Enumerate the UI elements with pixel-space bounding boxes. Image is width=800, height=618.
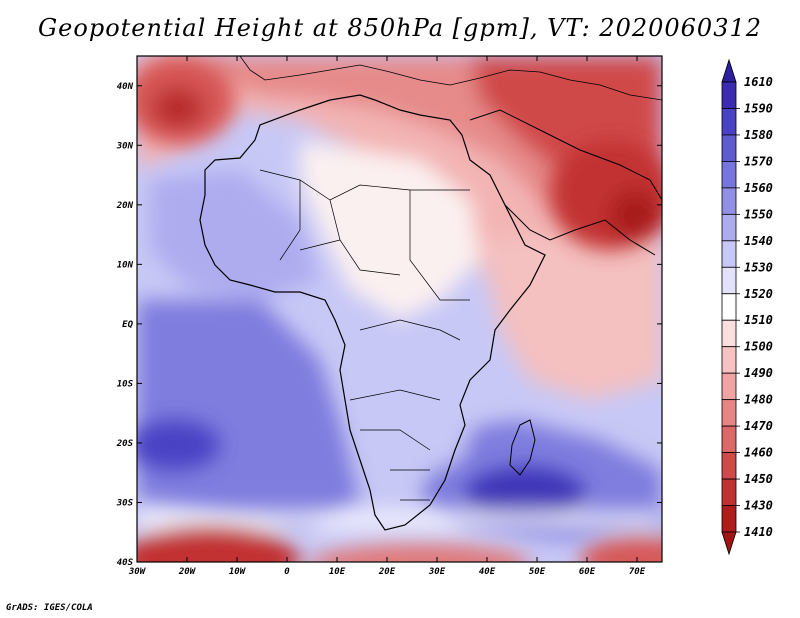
- high-arabia-core: [610, 190, 660, 240]
- lon-tick-label: 0: [284, 567, 290, 577]
- colorbar-top-arrow: [721, 58, 737, 83]
- lon-tick-label: 50E: [529, 567, 546, 577]
- region-west-africa: [150, 170, 320, 300]
- lon-tick-label: 20W: [178, 567, 197, 577]
- lon-tick-label: 40E: [479, 567, 496, 577]
- lat-tick-label: 10N: [117, 260, 134, 270]
- region-south-atlantic: [137, 300, 360, 530]
- southern-ocean-white: [137, 510, 662, 530]
- colorbar-label: 1520: [744, 287, 773, 301]
- colorbar-label: 1560: [744, 181, 773, 195]
- colorbar-label: 1480: [744, 393, 773, 407]
- colorbar-swatch: [721, 425, 737, 453]
- lon-tick-label: 70E: [629, 567, 646, 577]
- colorbar-swatch: [721, 372, 737, 401]
- colorbar-label: 1430: [744, 499, 773, 513]
- colorbar-label: 1530: [744, 260, 773, 274]
- lon-tick-label: 60E: [579, 567, 596, 577]
- region-central-cool: [340, 330, 480, 480]
- colorbar-label: 1500: [744, 340, 773, 354]
- colorbar-label: 1460: [744, 446, 773, 460]
- height-field: [137, 56, 662, 562]
- lon-tick-label: 30W: [128, 567, 147, 577]
- colorbar-swatch: [721, 399, 737, 427]
- colorbar-swatch: [721, 505, 737, 533]
- colorbar-swatch: [721, 478, 737, 506]
- high-south-central: [311, 543, 529, 562]
- europe-coastline: [239, 56, 662, 101]
- latitude-axis: 40N 30N 20N 10N EQ 10S 20S 30S 40S: [116, 82, 662, 568]
- colorbar-label: 1450: [744, 472, 773, 486]
- colorbar-label: 1510: [744, 313, 773, 327]
- colorbar-swatch: [721, 293, 737, 321]
- colorbar-label: 1470: [744, 419, 773, 433]
- lat-tick-label: 20S: [116, 439, 134, 449]
- madagascar: [509, 419, 536, 476]
- colorbar-swatch: [721, 266, 737, 295]
- low-madagascar-east: [465, 467, 585, 523]
- colorbar-swatch: [721, 187, 737, 215]
- colorbar-label: 1490: [744, 366, 773, 380]
- colorbar-swatch: [721, 81, 737, 109]
- colorbar-label: 1550: [744, 207, 773, 221]
- lat-tick-label: 40S: [117, 558, 134, 568]
- lat-tick-label: 10S: [117, 379, 134, 389]
- lat-tick-label: EQ: [122, 320, 133, 330]
- colorbar-swatch: [721, 108, 737, 136]
- colorbar-label: 1580: [744, 128, 773, 142]
- high-south-west: [137, 525, 300, 562]
- arabia-coastline: [469, 109, 662, 256]
- region-indian-ocean: [480, 230, 662, 400]
- lat-tick-label: 30S: [116, 498, 134, 508]
- grads-credit: GrADS: IGES/COLA: [6, 603, 93, 613]
- lat-tick-label: 20N: [116, 201, 134, 211]
- colorbar-swatch: [721, 319, 737, 348]
- colorbar-label: 1540: [744, 234, 773, 248]
- map-frame: [136, 55, 663, 563]
- high-north-atlantic-core: [153, 88, 203, 128]
- colorbar: 1610 1590 1580 1570 1560 1550 1540 1530 1520 1510…: [721, 58, 773, 556]
- lat-tick-label: 40N: [117, 82, 134, 92]
- longitude-axis: 30W 20W 10W 0 10E 20E 30E 40E 50E 60E 70E: [128, 56, 646, 577]
- colorbar-label: 1570: [744, 154, 773, 168]
- colorbar-label: 1590: [744, 101, 773, 115]
- lon-tick-label: 20E: [378, 567, 396, 577]
- colorbar-swatch: [721, 213, 737, 242]
- colorbar-label: 1610: [744, 75, 773, 89]
- low-south-atlantic: [137, 420, 220, 470]
- colorbar-swatch: [721, 134, 737, 162]
- colorbar-bottom-arrow: [721, 531, 737, 556]
- lat-tick-label: 30N: [116, 141, 134, 151]
- colorbar-swatch: [721, 346, 737, 374]
- lon-tick-label: 30E: [428, 567, 446, 577]
- country-borders: [259, 169, 470, 501]
- map-title: Geopotential Height at 850hPa [gpm], VT:…: [38, 14, 762, 42]
- colorbar-swatch: [721, 240, 737, 268]
- colorbar-label: 1410: [744, 525, 773, 539]
- africa-coastline: [199, 94, 546, 531]
- high-arabia: [550, 140, 662, 250]
- region-sahara-neutral: [300, 140, 480, 320]
- colorbar-swatch: [721, 452, 737, 480]
- lon-tick-label: 10E: [329, 567, 346, 577]
- lon-tick-label: 10W: [229, 567, 247, 577]
- colorbar-swatch: [721, 161, 737, 189]
- high-south-east: [580, 535, 662, 562]
